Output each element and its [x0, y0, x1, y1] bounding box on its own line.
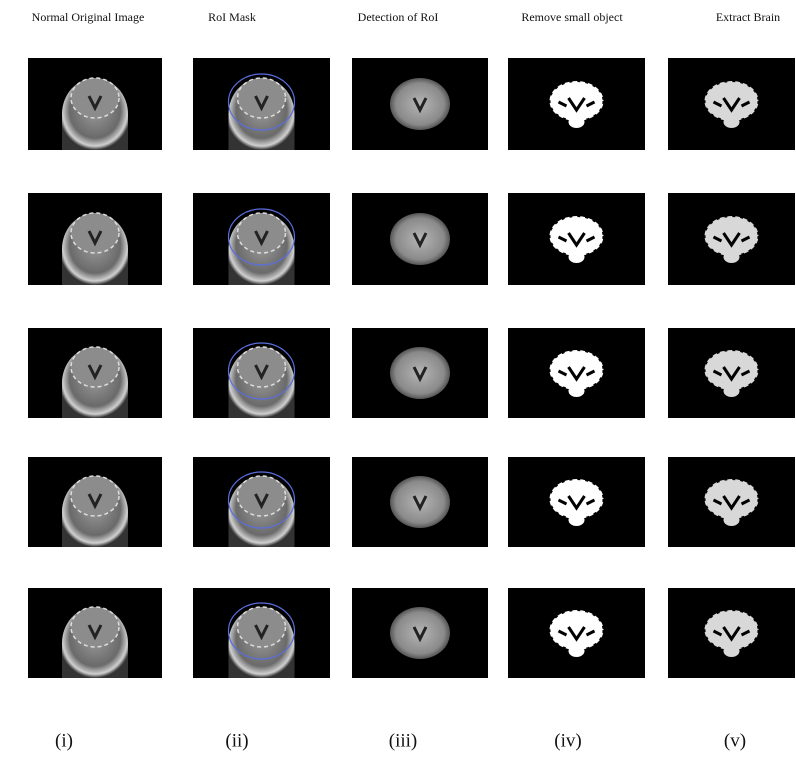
brain-stem — [569, 645, 585, 657]
brain-folds — [71, 78, 119, 118]
brain-mask — [550, 610, 604, 650]
roi-region — [390, 78, 450, 130]
brain-stem — [569, 251, 585, 263]
column-label: (i) — [55, 730, 73, 751]
brain-mask — [550, 216, 604, 256]
brain-folds — [71, 347, 119, 387]
brain-stem — [569, 514, 585, 526]
column-label: (ii) — [225, 730, 248, 751]
brain-mask — [550, 350, 604, 390]
roi-region — [390, 347, 450, 399]
brain-folds — [238, 347, 286, 387]
column-label: (iv) — [554, 730, 581, 751]
brain-folds — [238, 476, 286, 516]
brain-folds — [71, 607, 119, 647]
brain-stem — [724, 385, 740, 397]
column-title: RoI Mask — [208, 10, 256, 24]
brain-folds — [238, 78, 286, 118]
brain-stem — [569, 116, 585, 128]
brain-stem — [724, 645, 740, 657]
brain-mask — [705, 350, 759, 390]
brain-folds — [238, 213, 286, 253]
brain-mask — [705, 81, 759, 121]
column-title: Detection of RoI — [358, 10, 439, 24]
brain-mask — [705, 216, 759, 256]
brain-mask — [550, 479, 604, 519]
column-title: Remove small object — [521, 10, 623, 24]
brain-mask — [705, 479, 759, 519]
brain-stem — [569, 385, 585, 397]
column-title: Normal Original Image — [32, 10, 145, 24]
figure: Normal Original Image RoI Mask Detection… — [0, 0, 796, 771]
roi-region — [390, 213, 450, 265]
brain-mask — [705, 610, 759, 650]
brain-folds — [238, 607, 286, 647]
column-title: Extract Brain — [716, 10, 780, 24]
column-label: (iii) — [389, 730, 418, 751]
brain-stem — [724, 251, 740, 263]
column-label: (v) — [724, 730, 746, 751]
brain-folds — [71, 213, 119, 253]
brain-folds — [71, 476, 119, 516]
brain-stem — [724, 116, 740, 128]
roi-region — [390, 607, 450, 659]
brain-stem — [724, 514, 740, 526]
roi-region — [390, 476, 450, 528]
brain-mask — [550, 81, 604, 121]
